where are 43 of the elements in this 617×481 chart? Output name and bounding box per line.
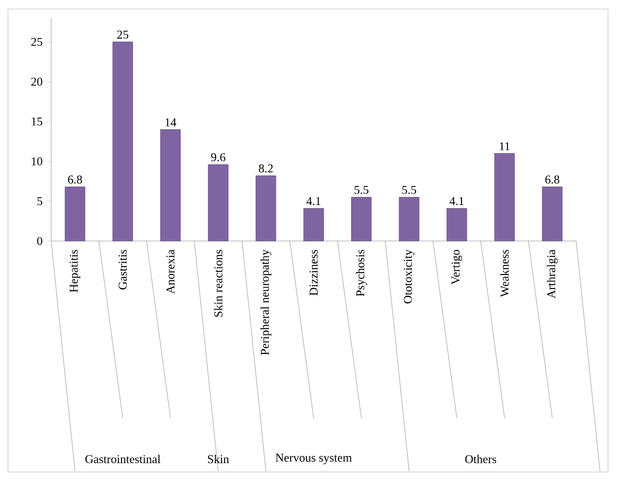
data-label: 5.5 (354, 186, 368, 194)
y-tick-label: 0 (37, 236, 42, 246)
data-label: 14 (166, 118, 176, 126)
data-label: 4.1 (450, 197, 464, 206)
y-tick-label: 15 (32, 118, 42, 126)
bar (112, 42, 133, 242)
text: Nervous system (276, 454, 352, 464)
data-label: 4.1 (306, 197, 320, 206)
x-tick-label: Gastritis (118, 250, 127, 290)
data-label: 8.2 (258, 164, 273, 172)
bar (351, 196, 372, 242)
bar (256, 175, 276, 242)
data-label: 9.6 (211, 153, 226, 162)
x-tick-label: Dizziness (310, 250, 318, 296)
x-tick-label: Anorexia (166, 250, 174, 294)
text: Gastrointestinal (85, 454, 160, 464)
data-label: 6.8 (545, 176, 560, 184)
x-tick-label: Vertigo (452, 250, 462, 284)
x-tick-label: Hepatitis (70, 250, 80, 292)
bar (398, 196, 420, 242)
text: Others (465, 454, 496, 464)
bar (542, 186, 562, 242)
bar (303, 208, 324, 242)
x-tick-label: Peripheral neuropathy (260, 249, 272, 355)
data-label: 6.8 (68, 176, 82, 184)
bar (494, 153, 515, 242)
y-tick-label: 20 (31, 78, 42, 86)
x-tick-label: Ototoxicity (404, 249, 414, 304)
bar (64, 186, 86, 242)
bar (446, 208, 468, 242)
x-tick-label: Skin reactions (214, 250, 222, 317)
y-tick-label: 25 (31, 38, 42, 46)
data-label: 11 (500, 142, 510, 150)
y-tick-label: 10 (32, 157, 42, 166)
x-tick-label: Psychosis (356, 250, 367, 296)
bar (160, 129, 181, 242)
x-tick-label: Arthralgia (546, 250, 558, 298)
x-tick-label: Weakness (500, 250, 509, 297)
y-tick-label: 5 (37, 197, 42, 206)
data-label: 25 (117, 30, 128, 39)
text: Skin (208, 454, 229, 464)
data-label: 5.5 (402, 186, 416, 194)
bar (208, 164, 228, 242)
